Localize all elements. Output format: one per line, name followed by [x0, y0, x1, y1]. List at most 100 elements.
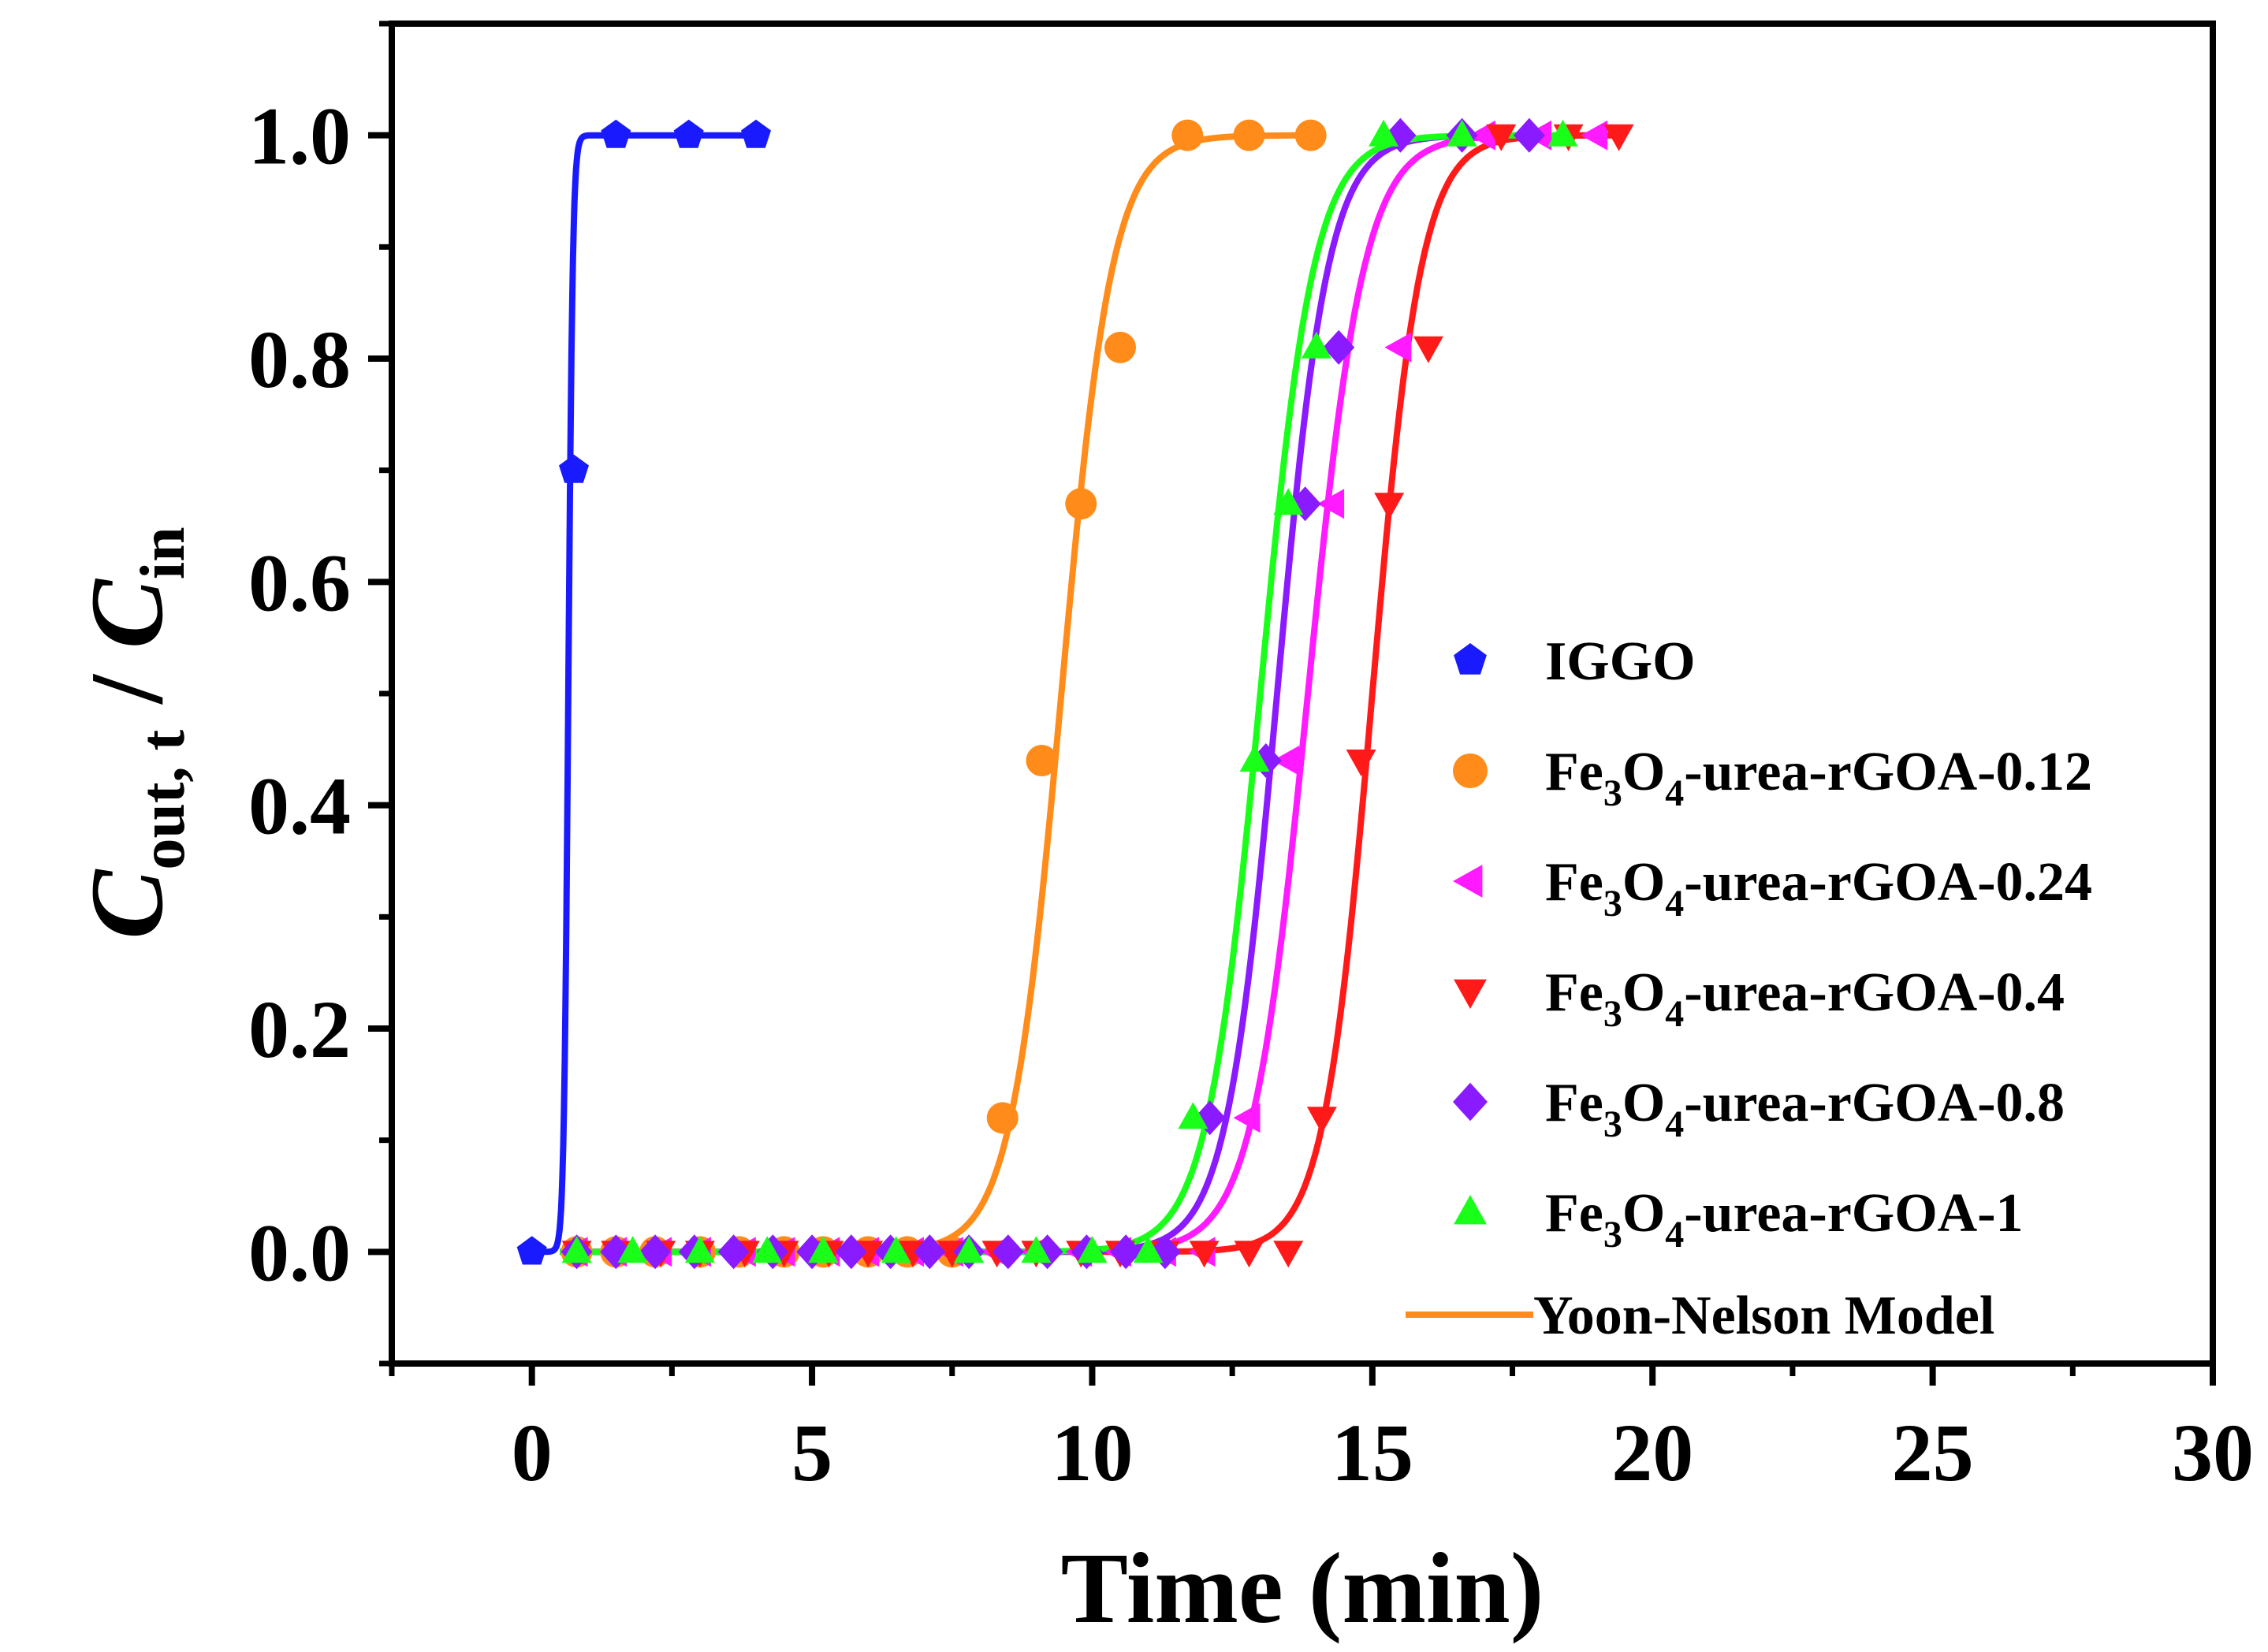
data-point: [1447, 119, 1477, 147]
fit-curve: [529, 132, 759, 1256]
legend-label: Fe3O4-urea-rGOA-0.4: [1545, 962, 2065, 1035]
legend-marker: [1454, 979, 1487, 1009]
data-point: [1547, 119, 1578, 147]
data-point: [1021, 1236, 1052, 1263]
data-point: [752, 1236, 783, 1263]
fit-curve: [560, 132, 1597, 1256]
x-tick-label: 20: [1611, 1408, 1693, 1498]
fit-curve: [559, 132, 1312, 1256]
data-markers: [516, 117, 1634, 1270]
series-markers: [560, 117, 1545, 1270]
data-point: [914, 1234, 946, 1270]
legend-label: Fe3O4-urea-rGOA-0.24: [1545, 852, 2092, 925]
x-tick-label: 30: [2172, 1408, 2254, 1498]
legend-label: IGGO: [1545, 631, 1696, 692]
y-axis-title-c1: C: [69, 869, 184, 939]
data-point: [954, 1236, 985, 1263]
y-tick-label: 0.2: [248, 984, 351, 1075]
data-point: [561, 1236, 592, 1263]
data-point: [741, 119, 771, 148]
data-point: [717, 1234, 750, 1270]
data-point: [1323, 329, 1355, 365]
y-tick-label: 0.0: [248, 1207, 351, 1298]
x-tick-label: 5: [791, 1408, 832, 1498]
data-point: [617, 1236, 648, 1263]
data-point: [808, 1236, 839, 1263]
legend-label: Fe3O4-urea-rGOA-0.8: [1545, 1073, 2065, 1145]
series-markers: [516, 119, 771, 1265]
data-point: [1273, 488, 1304, 515]
data-point: [1513, 117, 1545, 153]
data-point: [1413, 336, 1443, 363]
y-tick-label: 1.0: [248, 91, 351, 182]
data-point: [1301, 331, 1331, 359]
data-point: [986, 1102, 1019, 1134]
data-point: [1603, 124, 1634, 151]
data-point: [1133, 1236, 1164, 1263]
data-point: [835, 1234, 867, 1270]
x-tick-label: 10: [1051, 1408, 1133, 1498]
data-point: [1486, 124, 1517, 151]
legend-marker: [1454, 643, 1487, 675]
series-markers: [560, 120, 1608, 1267]
data-point: [1369, 119, 1399, 147]
y-tick-label: 0.4: [248, 761, 351, 852]
legend-marker: [1453, 865, 1483, 898]
data-point: [1189, 1241, 1220, 1268]
y-axis-title-c2: C: [69, 578, 184, 649]
y-tick-label: 0.6: [248, 538, 351, 628]
x-tick-label: 25: [1892, 1408, 1974, 1498]
y-axis-title: Cout, t / Cin: [69, 526, 198, 939]
data-point: [881, 1236, 911, 1263]
data-point: [559, 454, 589, 483]
y-tick-label: 0.8: [248, 314, 351, 405]
data-point: [1239, 745, 1270, 772]
data-point: [1110, 1234, 1142, 1270]
data-point: [684, 1236, 715, 1263]
axis-tick-labels: 0 5 10 15 20 25 30 0.0 0.2 0.4 0.6 0.8 1.0: [248, 91, 2254, 1498]
data-point: [1581, 120, 1608, 151]
data-point: [1346, 750, 1376, 776]
data-point: [1233, 1103, 1261, 1133]
axis-ticks: [368, 20, 2216, 1386]
legend-marker: [1453, 753, 1488, 788]
x-axis-title: Time (min): [1061, 1532, 1544, 1644]
data-point: [673, 119, 704, 148]
data-point: [1171, 119, 1204, 151]
data-point: [1233, 119, 1265, 151]
y-axis-title-slash: /: [69, 649, 184, 730]
data-point: [992, 1234, 1024, 1270]
data-point: [1178, 1102, 1208, 1129]
x-tick-label: 0: [512, 1408, 553, 1498]
data-point: [1306, 1107, 1337, 1134]
legend-label: Fe3O4-urea-rGOA-0.12: [1545, 742, 2092, 814]
data-point: [1234, 1241, 1264, 1268]
legend-model-label: Yoon-Nelson Model: [1533, 1286, 1994, 1346]
fit-curves: [529, 132, 1619, 1256]
y-axis-title-sub1: out, t: [128, 729, 198, 869]
data-point: [1272, 746, 1300, 776]
series-markers: [561, 119, 1578, 1263]
data-point: [1294, 119, 1327, 151]
legend-marker: [1454, 1195, 1487, 1225]
legend: IGGO Fe3O4-urea-rGOA-0.12 Fe3O4-urea-rGOA-…: [1406, 631, 2092, 1346]
data-point: [1273, 1241, 1304, 1268]
data-point: [516, 1236, 547, 1265]
data-point: [601, 119, 631, 148]
y-axis-title-sub2: in: [128, 526, 198, 579]
data-point: [1077, 1236, 1108, 1263]
data-point: [1026, 745, 1058, 776]
data-point: [1065, 488, 1097, 520]
legend-marker: [1453, 1082, 1488, 1122]
data-point: [1384, 332, 1412, 363]
data-point: [1374, 493, 1405, 520]
data-point: [639, 1234, 672, 1270]
x-tick-label: 15: [1331, 1408, 1413, 1498]
plot-frame: [389, 20, 2216, 1367]
fit-curve: [560, 132, 1529, 1256]
data-point: [1104, 331, 1136, 363]
legend-label: Fe3O4-urea-rGOA-1: [1545, 1183, 2024, 1256]
data-point: [1317, 489, 1345, 519]
fit-curve: [560, 132, 1619, 1256]
